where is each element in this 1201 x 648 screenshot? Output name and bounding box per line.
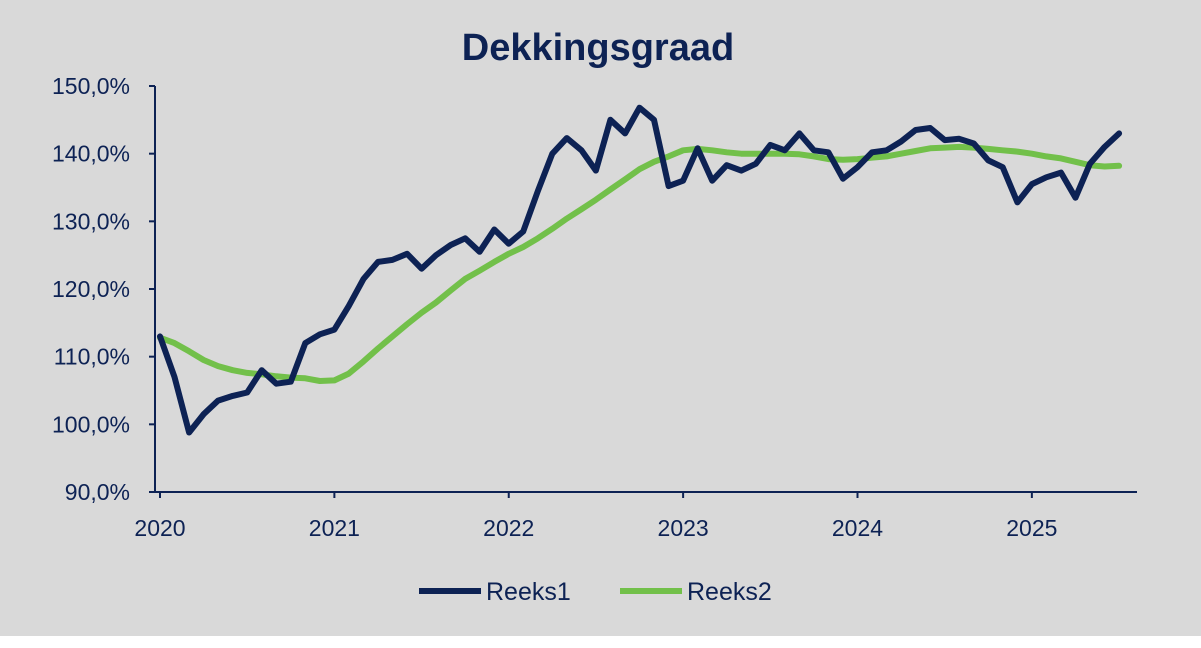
x-tick-label: 2021 — [309, 515, 360, 541]
x-tick-label: 2024 — [832, 515, 883, 541]
y-tick-label: 150,0% — [52, 73, 130, 99]
y-tick-label: 130,0% — [52, 208, 130, 234]
x-tick-label: 2022 — [483, 515, 534, 541]
y-tick-label: 90,0% — [65, 479, 130, 505]
y-tick-label: 120,0% — [52, 276, 130, 302]
chart-title: Dekkingsgraad — [462, 27, 734, 69]
y-tick-label: 100,0% — [52, 411, 130, 437]
series-line-reeks1 — [157, 104, 1123, 436]
x-tick-label: 2023 — [658, 515, 709, 541]
series-group — [157, 104, 1123, 436]
y-tick-label: 140,0% — [52, 141, 130, 167]
series-line-reeks2 — [157, 143, 1123, 384]
x-axis-ticks: 2020 2021 2022 2023 2024 2025 — [134, 492, 1057, 541]
y-tick-label: 110,0% — [54, 344, 130, 370]
x-tick-label: 2020 — [134, 515, 185, 541]
y-axis-ticks: 90,0% 100,0% 110,0% 120,0% 130,0% 140,0% 150,0… — [52, 73, 155, 505]
legend-label-reeks2: Reeks2 — [687, 578, 772, 606]
legend: Reeks1 Reeks2 — [419, 578, 772, 606]
x-tick-label: 2025 — [1006, 515, 1057, 541]
legend-label-reeks1: Reeks1 — [486, 578, 571, 606]
